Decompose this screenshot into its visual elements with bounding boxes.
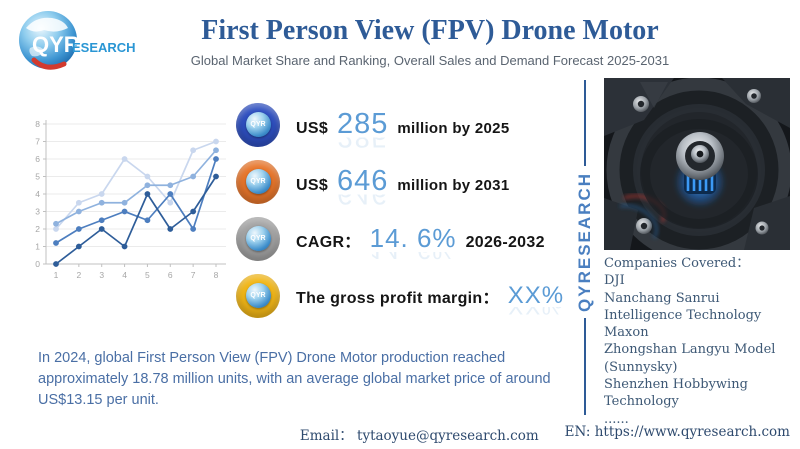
qyresearch-logo: QYR ESEARCH <box>19 11 136 70</box>
svg-text:7: 7 <box>191 270 196 280</box>
stat-value-margin: XX% <box>507 281 565 309</box>
stat-row-gross-margin: QYR The gross profit margin： XX% XX% <box>236 267 566 324</box>
globe-badge-orange-icon: QYR <box>236 159 280 204</box>
summary-paragraph: In 2024, global First Person View (FPV) … <box>38 350 551 409</box>
svg-text:3: 3 <box>99 270 104 280</box>
stat-suffix: million by 2031 <box>397 177 510 194</box>
en-label: EN: <box>564 424 591 440</box>
website-link[interactable]: https://www.qyresearch.com <box>594 424 790 440</box>
companies-covered: Companies Covered： DJI Nanchang Sanrui I… <box>604 255 796 428</box>
companies-title: Companies Covered： <box>604 256 750 271</box>
divider-line <box>584 317 586 415</box>
company-item: Nanchang Sanrui Intelligence Technology <box>604 290 762 323</box>
badge-qyr-text: QYR <box>250 178 266 185</box>
logo-swoosh <box>31 57 67 70</box>
stat-value-reflection: 14. 6% <box>370 252 457 265</box>
stat-prefix: US$ <box>296 177 329 194</box>
globe-badge-gray-icon: QYR <box>236 216 280 261</box>
globe-badge-yellow-icon: QYR <box>236 273 280 318</box>
company-item: Zhongshan Langyu Model (Sunnysky) <box>604 342 776 375</box>
header: First Person View (FPV) Drone Motor Glob… <box>150 15 710 68</box>
company-item: Maxon <box>604 325 649 341</box>
company-item: DJI <box>604 273 625 289</box>
vertical-brand-watermark: QYRESEARCH <box>575 172 594 312</box>
stat-value-2031: 646 <box>337 165 389 197</box>
page-title: First Person View (FPV) Drone Motor <box>201 15 659 46</box>
email-link[interactable]: tytaoyue@qyresearch.com <box>357 428 539 444</box>
stat-value-2025: 285 <box>337 108 389 140</box>
badge-qyr-text: QYR <box>250 121 266 128</box>
stat-row-cagr: QYR CAGR： 14. 6% 14. 6% 2026-2032 <box>236 210 566 267</box>
stat-value-cagr: 14. 6% <box>369 223 457 253</box>
stat-prefix: CAGR： <box>296 234 361 251</box>
svg-text:6: 6 <box>35 154 40 164</box>
svg-text:4: 4 <box>122 270 127 280</box>
logo-qyr-text: QYR <box>32 32 80 57</box>
badge-qyr-text: QYR <box>250 235 266 242</box>
stat-prefix: The gross profit margin： <box>296 289 499 307</box>
stat-suffix: million by 2025 <box>397 120 510 137</box>
svg-text:0: 0 <box>35 259 40 269</box>
svg-text:5: 5 <box>145 270 150 280</box>
footer: Email： tytaoyue@qyresearch.com EN: https… <box>300 424 790 444</box>
stat-value-reflection: 285 <box>337 138 388 153</box>
svg-text:4: 4 <box>35 189 40 199</box>
svg-text:3: 3 <box>35 207 40 217</box>
svg-text:8: 8 <box>35 119 40 129</box>
svg-text:1: 1 <box>35 242 40 252</box>
svg-text:5: 5 <box>35 172 40 182</box>
stat-value-reflection: XX% <box>508 307 564 319</box>
svg-text:6: 6 <box>168 270 173 280</box>
company-item: Shenzhen Hobbywing Technology <box>604 376 748 410</box>
globe-badge-blue-icon: QYR <box>236 102 280 147</box>
stat-row-2025-market-size: QYR US$ 285 285 million by 2025 <box>236 96 566 153</box>
company-item: ...... <box>604 411 629 427</box>
stat-row-2031-market-size: QYR US$ 646 646 million by 2031 <box>236 153 566 210</box>
page-subtitle: Global Market Share and Ranking, Overall… <box>190 52 670 68</box>
divider-line <box>584 80 586 166</box>
market-trend-chart: 0 1 2 3 4 5 6 7 8 1 2 3 4 5 6 7 8 <box>26 112 234 292</box>
footer-site: EN: https://www.qyresearch.com <box>565 424 790 444</box>
svg-text:2: 2 <box>35 224 40 234</box>
logo-research-text: ESEARCH <box>72 40 136 55</box>
stat-prefix: US$ <box>296 120 329 137</box>
fpv-drone-motor-photo <box>604 78 790 250</box>
right-divider: QYRESEARCH <box>575 80 594 415</box>
footer-email: Email： tytaoyue@qyresearch.com <box>300 424 539 444</box>
svg-text:1: 1 <box>54 270 59 280</box>
email-label: Email： <box>299 428 353 444</box>
svg-text:2: 2 <box>76 270 81 280</box>
key-stats: QYR US$ 285 285 million by 2025 QYR US$ … <box>236 96 566 324</box>
badge-qyr-text: QYR <box>250 292 266 299</box>
svg-text:8: 8 <box>214 270 219 280</box>
stat-suffix: 2026-2032 <box>465 234 545 251</box>
svg-text:7: 7 <box>35 137 40 147</box>
stat-value-reflection: 646 <box>337 195 388 210</box>
